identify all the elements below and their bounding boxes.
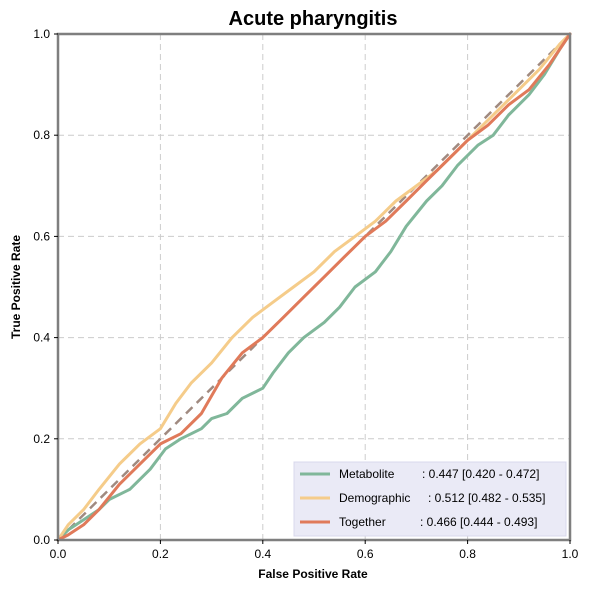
y-tick-label: 1.0: [33, 27, 50, 41]
x-tick-label: 1.0: [562, 547, 579, 561]
y-tick-label: 0.4: [33, 331, 50, 345]
y-tick-label: 0.0: [33, 533, 50, 547]
x-tick-label: 0.0: [50, 547, 67, 561]
x-tick-label: 0.2: [152, 547, 169, 561]
legend-auc-together: : 0.466 [0.444 - 0.493]: [420, 515, 537, 529]
y-tick-label: 0.8: [33, 128, 50, 142]
x-axis-label: False Positive Rate: [258, 567, 368, 581]
x-tick-label: 0.4: [254, 547, 271, 561]
legend: Metabolite : 0.447 [0.420 - 0.472] Demogra…: [294, 462, 566, 536]
y-tick-label: 0.2: [33, 432, 50, 446]
chart-title: Acute pharyngitis: [229, 8, 398, 30]
legend-name-together: Together: [339, 515, 386, 529]
x-tick-label: 0.8: [459, 547, 476, 561]
y-tick-label: 0.6: [33, 229, 50, 243]
legend-auc-metabolite: : 0.447 [0.420 - 0.472]: [422, 467, 539, 481]
legend-name-demographic: Demographic: [339, 491, 410, 505]
legend-auc-demographic: : 0.512 [0.482 - 0.535]: [428, 491, 545, 505]
legend-name-metabolite: Metabolite: [339, 467, 395, 481]
y-axis-label: True Positive Rate: [9, 235, 23, 339]
x-tick-label: 0.6: [357, 547, 374, 561]
